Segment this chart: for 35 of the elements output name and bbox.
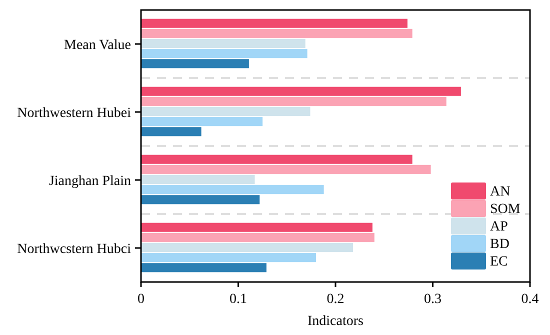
x-tick-label: 0.3 xyxy=(424,292,442,307)
y-tick-label: Mean Value xyxy=(64,38,131,53)
legend-label: AP xyxy=(490,220,508,234)
bar xyxy=(141,117,263,126)
bar xyxy=(141,28,412,38)
bar xyxy=(141,86,461,96)
y-tick-label: Jianghan Plain xyxy=(48,174,131,189)
bar xyxy=(141,49,308,58)
bar xyxy=(141,232,374,242)
bar xyxy=(141,242,354,252)
bar xyxy=(141,253,316,262)
y-tick-label: Northwcstern Hubci xyxy=(17,242,132,257)
bar xyxy=(141,185,324,194)
legend-label: SOM xyxy=(490,202,521,217)
bar xyxy=(141,164,431,174)
bar xyxy=(141,263,266,272)
x-axis-title: Indicators xyxy=(308,314,364,329)
bar xyxy=(141,127,202,136)
x-tick-label: 0.4 xyxy=(521,292,539,307)
legend-label: AN xyxy=(490,184,510,200)
bar xyxy=(141,195,260,204)
bar xyxy=(141,18,408,28)
x-tick-label: 0.2 xyxy=(326,292,344,307)
bar xyxy=(141,106,310,116)
bar xyxy=(141,96,446,106)
bar xyxy=(141,174,255,184)
bar xyxy=(141,222,372,232)
legend-label: EC xyxy=(490,254,508,270)
x-tick-label: 0 xyxy=(138,292,144,307)
y-tick-label: Northwestern Hubei xyxy=(17,106,132,121)
x-tick-label: 0.1 xyxy=(230,292,247,307)
legend-label: BD xyxy=(490,237,510,252)
bar xyxy=(141,154,412,164)
bar xyxy=(141,38,306,48)
bar xyxy=(141,59,249,68)
